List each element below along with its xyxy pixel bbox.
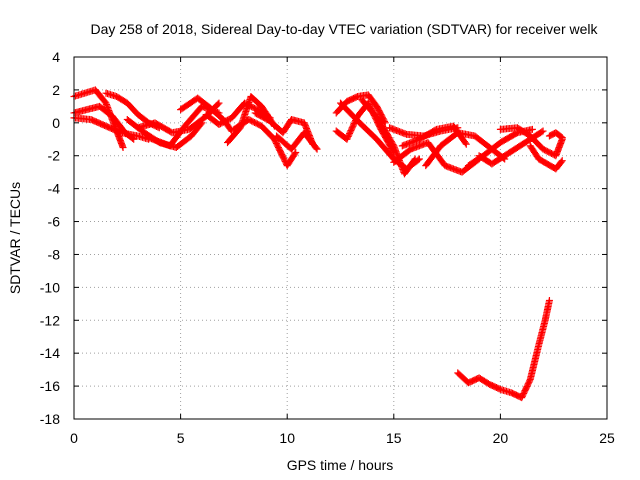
data-point [411,155,419,163]
data-points [70,86,566,402]
x-tick-label: 15 [386,430,402,446]
y-tick-label: 4 [52,49,60,65]
data-point [215,99,223,107]
data-point [214,100,222,108]
data-point [538,128,546,136]
series-arc-26 [545,129,566,142]
y-tick-label: 2 [52,82,60,98]
x-tick-label: 0 [70,430,78,446]
series-arc-03 [70,114,153,143]
data-point [557,158,565,166]
data-point [292,148,300,156]
y-tick-label: -8 [48,246,61,262]
y-tick-label: -16 [40,378,60,394]
data-point [313,145,321,153]
data-point [312,144,320,152]
data-point [557,133,565,141]
data-point [410,156,418,164]
data-point [545,297,553,305]
data-point [291,150,299,158]
x-tick-label: 25 [599,430,615,446]
series-arc-24 [496,124,566,160]
y-tick-label: -14 [40,345,60,361]
series-arc-12 [251,109,317,148]
grid-lines [74,57,607,419]
y-tick-label: 0 [52,115,60,131]
y-tick-label: -4 [48,181,61,197]
y-tick-label: -18 [40,411,60,427]
series-arc-13 [273,129,321,153]
x-axis-label: GPS time / hours [287,457,394,473]
series-arc-21 [422,129,509,170]
y-tick-label: -12 [40,312,60,328]
series-arc-06 [134,99,223,137]
y-tick-label: -10 [40,279,60,295]
plot-frame [73,56,608,420]
x-tick-label: 10 [279,430,295,446]
data-point [462,140,470,148]
series-arc-25 [526,142,566,173]
data-point [539,127,547,135]
data-point [119,144,127,151]
series-arc-20 [390,139,483,176]
data-point [558,157,566,165]
tick-labels: 0 5 10 15 20 25 -18 -16 -14 -12 -10 -8 -6 -4 -2 0 2 4 [40,49,615,446]
y-axis-label: SDTVAR / TECUs [7,182,23,294]
series-arc-14 [332,91,389,127]
chart-title: Day 258 of 2018, Sidereal Day-to-day VTE… [90,21,598,37]
x-tick-label: 5 [177,430,185,446]
y-tick-label: -6 [48,214,61,230]
series-arc-27 [454,297,553,402]
data-point [558,134,566,142]
data-point [528,125,536,133]
x-tick-label: 20 [493,430,509,446]
data-point [461,139,469,147]
y-tick-label: -2 [48,148,61,164]
